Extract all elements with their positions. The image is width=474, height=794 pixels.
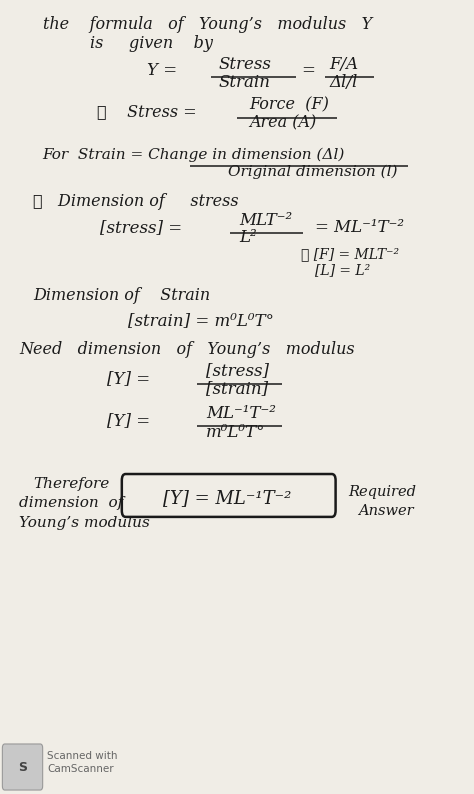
Text: is     given    by: is given by — [90, 35, 213, 52]
Text: = ML⁻¹T⁻²: = ML⁻¹T⁻² — [315, 219, 404, 236]
Text: Dimension of    Strain: Dimension of Strain — [33, 287, 210, 304]
Text: L²: L² — [239, 229, 257, 246]
Text: For  Strain = Change in dimension (Δl): For Strain = Change in dimension (Δl) — [43, 148, 345, 162]
Text: the    formula   of   Young’s   modulus   Y: the formula of Young’s modulus Y — [43, 17, 372, 33]
Text: Force  (F): Force (F) — [249, 97, 329, 114]
Text: ∴    Stress =: ∴ Stress = — [97, 103, 197, 120]
Text: Δl/l: Δl/l — [329, 74, 358, 91]
Text: m⁰L⁰T°: m⁰L⁰T° — [206, 424, 266, 441]
Text: =: = — [301, 62, 315, 79]
Text: [stress]: [stress] — [206, 363, 269, 380]
Text: Strain: Strain — [218, 74, 270, 91]
Text: F/A: F/A — [329, 56, 358, 73]
Text: Y =: Y = — [147, 62, 177, 79]
Text: [Y] =: [Y] = — [107, 370, 150, 387]
Text: ML⁻¹T⁻²: ML⁻¹T⁻² — [206, 406, 276, 422]
Text: [strain] = m⁰L⁰T°: [strain] = m⁰L⁰T° — [128, 313, 274, 330]
Text: Stress: Stress — [218, 56, 271, 73]
Text: Therefore: Therefore — [33, 477, 109, 491]
Text: [Y] =: [Y] = — [107, 413, 150, 430]
Text: MLT⁻²: MLT⁻² — [239, 212, 292, 229]
Text: Answer: Answer — [358, 503, 413, 518]
Text: [strain]: [strain] — [206, 380, 268, 397]
Text: dimension  of: dimension of — [19, 495, 123, 510]
Text: Young’s modulus: Young’s modulus — [19, 516, 150, 530]
Text: Need   dimension   of   Young’s   modulus: Need dimension of Young’s modulus — [19, 341, 355, 358]
FancyBboxPatch shape — [2, 744, 43, 790]
Text: Scanned with
CamScanner: Scanned with CamScanner — [47, 750, 118, 774]
Text: S: S — [18, 761, 27, 773]
Text: ∴   Dimension of     stress: ∴ Dimension of stress — [33, 194, 239, 210]
Text: Area (A): Area (A) — [249, 114, 316, 131]
Text: [Y] = ML⁻¹T⁻²: [Y] = ML⁻¹T⁻² — [164, 489, 292, 507]
Text: Required: Required — [348, 485, 416, 499]
Text: ∴ [F] = MLT⁻²: ∴ [F] = MLT⁻² — [301, 247, 399, 261]
Text: Original dimension (l): Original dimension (l) — [228, 165, 397, 179]
Text: [stress] =: [stress] = — [100, 219, 182, 236]
Text: [L] = L²: [L] = L² — [315, 263, 371, 277]
